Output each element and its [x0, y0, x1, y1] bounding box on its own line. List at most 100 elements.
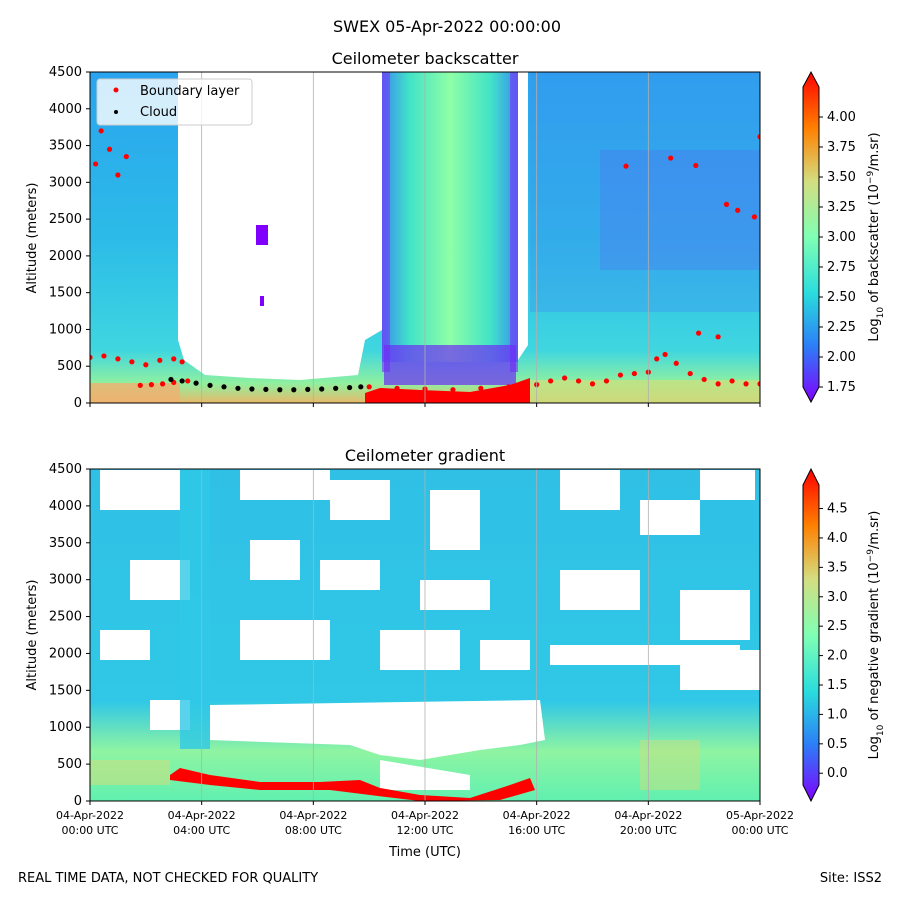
- boundary-layer-point: [115, 172, 121, 178]
- colorbar-tick-label: 3.00: [827, 230, 856, 245]
- cloud-point: [305, 386, 311, 392]
- boundary-layer-point: [701, 376, 707, 383]
- backscatter-markers: [90, 128, 760, 393]
- y-tick-label: 500: [57, 757, 82, 772]
- x-tick-date-label: 04-Apr-2022: [391, 809, 459, 822]
- x-tick-time-label: 16:00 UTC: [508, 824, 565, 837]
- gradient-ylabel: Altitude (meters): [25, 580, 40, 691]
- gradient-colorbar: 0.0 0.5 1.0 1.5 2.0 2.5 3.0 3.5 4.0 4.5 Log10 of …: [802, 467, 886, 803]
- boundary-layer-point: [90, 354, 93, 360]
- backscatter-gridlines: [201, 72, 649, 403]
- boundary-layer-point: [450, 387, 456, 393]
- x-tick-time-label: 04:00 UTC: [173, 824, 230, 837]
- colorbar-tick-label: 1.0: [827, 707, 848, 722]
- boundary-layer-point: [687, 370, 693, 377]
- boundary-layer-point: [743, 381, 749, 387]
- colorbar-tick-label: 0.0: [827, 766, 848, 781]
- backscatter-panel: Ceilometer backscatter: [25, 49, 886, 411]
- quality-disclaimer: REAL TIME DATA, NOT CHECKED FOR QUALITY: [18, 871, 318, 886]
- cloud-point: [358, 384, 364, 390]
- y-tick-label: 4000: [49, 499, 82, 514]
- cloud-point: [291, 387, 297, 393]
- y-tick-label: 0: [74, 794, 82, 809]
- colorbar-tick-label: 4.00: [827, 110, 856, 125]
- boundary-layer-point: [143, 362, 149, 368]
- colorbar-tick-label: 4.0: [827, 531, 848, 546]
- colorbar-tick-label: 3.50: [827, 170, 856, 185]
- x-tick-date-label: 04-Apr-2022: [503, 809, 571, 822]
- y-tick-label: 4000: [49, 102, 82, 117]
- cloud-point: [333, 385, 339, 391]
- x-tick-date-label: 04-Apr-2022: [56, 809, 124, 822]
- boundary-layer-point: [715, 334, 721, 340]
- colorbar-tick-label: 2.5: [827, 619, 848, 634]
- colorbar-tick-label: 1.75: [827, 380, 856, 395]
- y-tick-label: 3000: [49, 573, 82, 588]
- boundary-layer-point: [723, 201, 730, 207]
- boundary-layer-point: [185, 378, 191, 384]
- boundary-layer-point: [394, 385, 400, 391]
- boundary-layer-point: [715, 381, 721, 387]
- legend-label-boundary-layer: Boundary layer: [140, 84, 240, 99]
- boundary-layer-point: [171, 356, 177, 362]
- x-tick-time-label: 20:00 UTC: [620, 824, 677, 837]
- boundary-layer-point: [668, 155, 674, 161]
- backscatter-colorbar-label: Log10 of backscatter (10−9/m.sr): [866, 132, 886, 341]
- boundary-layer-point: [123, 153, 129, 160]
- cloud-point: [221, 384, 227, 390]
- colorbar-tick-label: 2.75: [827, 260, 856, 275]
- gradient-panel: Ceilometer gradient: [25, 446, 886, 860]
- boundary-layer-point: [693, 162, 699, 169]
- backscatter-colorbar-bar: [802, 70, 820, 404]
- boundary-layer-point: [101, 353, 107, 359]
- y-tick-label: 500: [57, 359, 82, 374]
- colorbar-tick-label: 3.5: [827, 560, 848, 575]
- colorbar-tick-label: 2.00: [827, 350, 856, 365]
- cloud-point: [235, 385, 241, 391]
- cloud-point: [179, 378, 185, 384]
- cloud-point: [207, 382, 213, 388]
- boundary-layer-point: [179, 359, 185, 365]
- x-tick-time-label: 00:00 UTC: [61, 824, 118, 837]
- gradient-x-ticks: 04-Apr-2022 00:00 UTC 04-Apr-2022 04:00 UTC…: [56, 801, 794, 837]
- y-tick-label: 1500: [49, 286, 82, 301]
- y-tick-label: 2000: [49, 249, 82, 264]
- boundary-layer-point: [506, 384, 512, 390]
- colorbar-tick-label: 1.5: [827, 678, 848, 693]
- x-tick-time-label: 00:00 UTC: [731, 824, 788, 837]
- colorbar-tick-label: 0.5: [827, 737, 848, 752]
- y-tick-label: 0: [74, 396, 82, 411]
- boundary-layer-point: [617, 372, 624, 378]
- colorbar-tick-label: 2.0: [827, 649, 848, 664]
- y-tick-label: 3500: [49, 536, 82, 551]
- y-tick-label: 1000: [49, 322, 82, 337]
- legend-marker-boundary-layer: [113, 87, 119, 93]
- y-tick-label: 1000: [49, 720, 82, 735]
- boundary-layer-point: [115, 356, 121, 362]
- boundary-layer-point: [757, 134, 760, 140]
- boundary-layer-point: [561, 375, 568, 381]
- backscatter-colorbar-ticks: 1.75 2.00 2.25 2.50 2.75 3.00 3.25 3.50 3.75 4.00: [819, 110, 856, 395]
- boundary-layer-point: [575, 378, 582, 384]
- cloud-point: [168, 376, 174, 383]
- boundary-layer-point: [673, 360, 679, 366]
- boundary-layer-point: [654, 356, 660, 362]
- x-tick-date-label: 05-Apr-2022: [726, 809, 794, 822]
- cloud-point: [277, 387, 283, 393]
- cloud-point: [263, 386, 269, 392]
- gradient-colorbar-label: Log10 of negative gradient (10−9/m.sr): [866, 511, 886, 760]
- backscatter-colorbar: 1.75 2.00 2.25 2.50 2.75 3.00 3.25 3.50 3.75 4.00…: [802, 70, 886, 404]
- boundary-layer-point: [129, 359, 135, 365]
- gradient-gridlines: [201, 469, 649, 801]
- boundary-layer-point: [157, 357, 163, 363]
- boundary-layer-point: [92, 161, 99, 167]
- legend: Boundary layer Cloud: [96, 78, 253, 126]
- backscatter-x-ticks: [89, 403, 761, 407]
- cloud-point: [249, 386, 255, 392]
- boundary-layer-point: [548, 378, 554, 384]
- boundary-layer-point: [623, 163, 629, 169]
- boundary-layer-point: [478, 385, 484, 391]
- y-tick-label: 2500: [49, 610, 82, 625]
- y-tick-label: 1500: [49, 683, 82, 698]
